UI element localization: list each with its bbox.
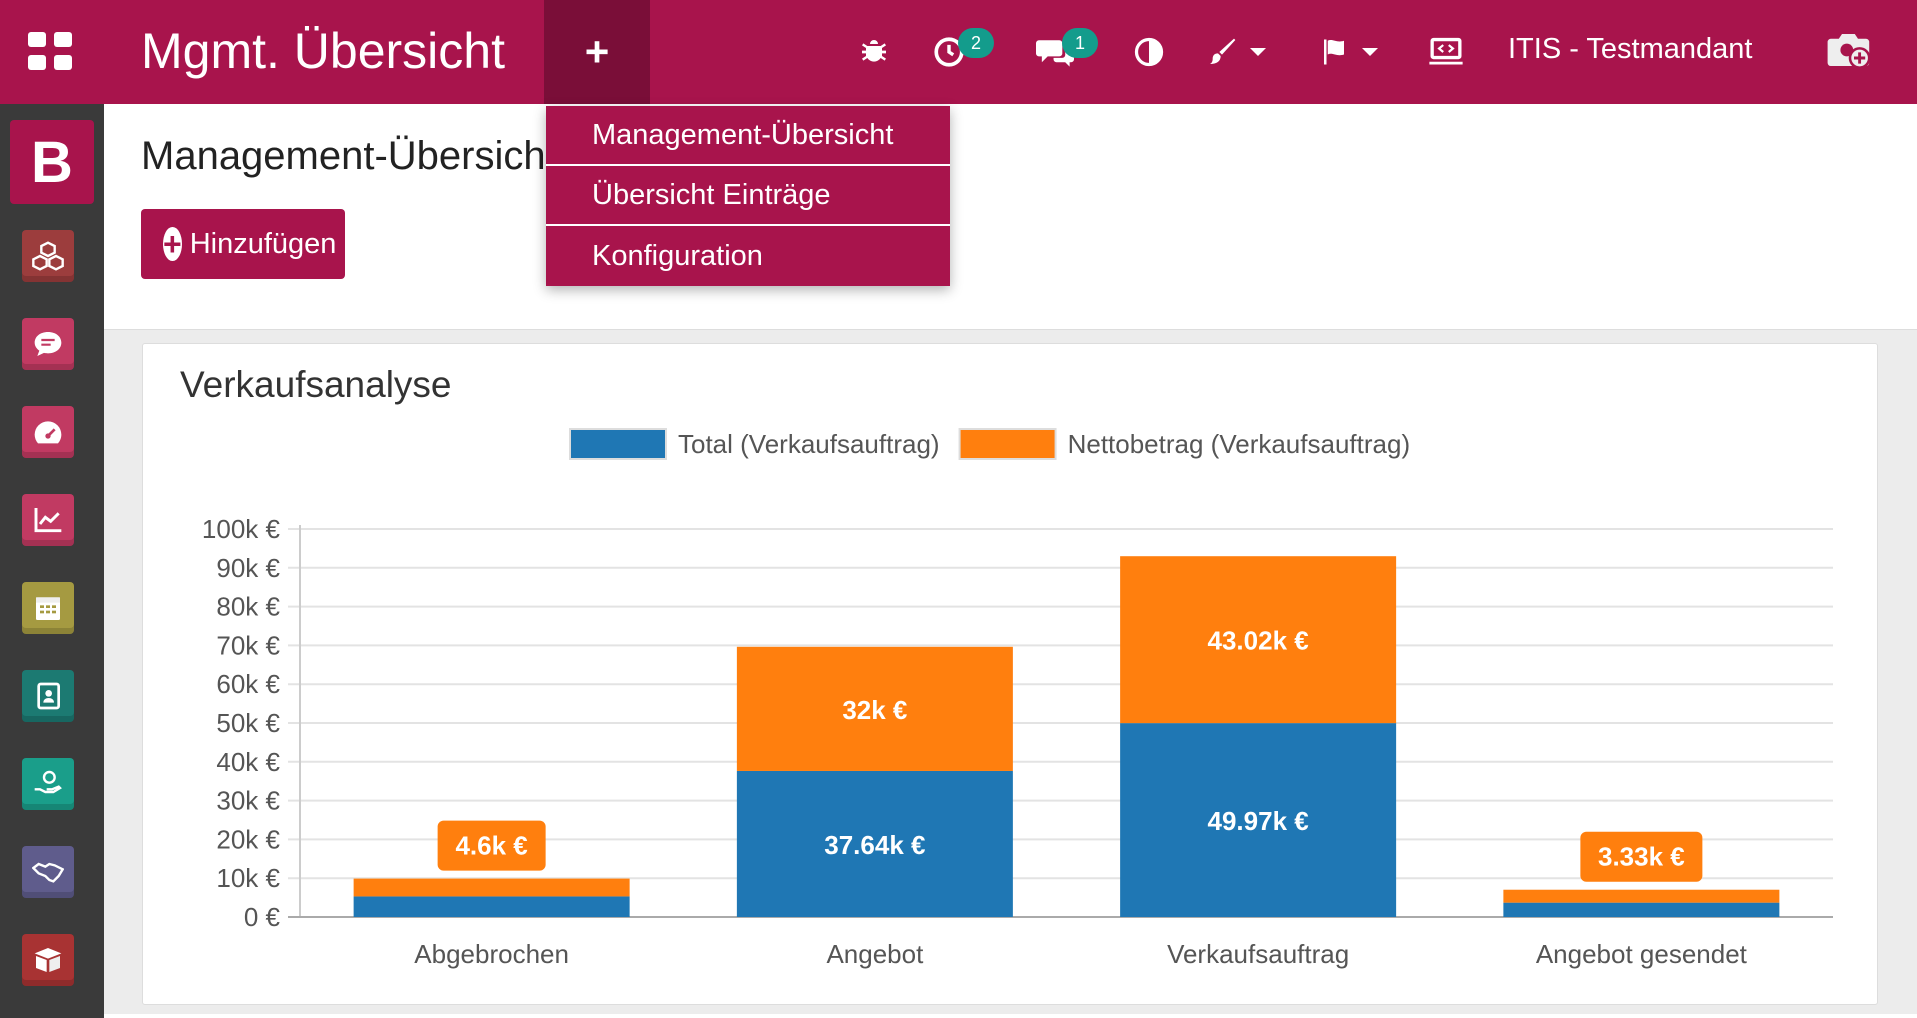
sidebar-app-dashboard[interactable] [22,406,74,458]
menu-item-management-overview[interactable]: Management-Übersicht [546,106,950,166]
sidebar-app-contacts[interactable] [22,670,74,722]
y-tick-label: 80k € [216,592,280,622]
chevron-down-icon [354,240,371,248]
y-tick-label: 20k € [216,824,280,854]
chart-line-icon [34,508,62,533]
quick-create-dropdown: Management-Übersicht Übersicht Einträge … [546,106,950,286]
laptop-code-icon[interactable] [1428,30,1464,74]
data-label: 32k € [842,695,907,725]
message-count-badge: 1 [1062,28,1098,58]
bar [353,896,630,917]
sales-analysis-card: Verkaufsanalyse Total (Verkaufsauftrag) N… [142,343,1878,1005]
add-button-label: Hinzufügen [189,227,337,260]
x-tick-label: Angebot [826,939,924,969]
sidebar-app-calendar[interactable] [22,582,74,634]
sales-analysis-chart: Total (Verkaufsauftrag) Nettobetrag (Verk… [202,428,1833,969]
control-panel: Management-Übersicht + Hinzufügen [104,104,1917,330]
sidebar-app-sales[interactable] [22,758,74,810]
y-tick-label: 60k € [216,669,280,699]
app-title[interactable]: Mgmt. Übersicht [141,23,505,79]
handshake-icon [32,862,64,883]
x-tick-label: Abgebrochen [414,939,569,969]
data-label: 43.02k € [1208,626,1309,656]
x-tick-label: Angebot gesendet [1536,939,1748,969]
next-card-edge [104,1014,1917,1018]
menu-item-configuration[interactable]: Konfiguration [592,239,763,272]
bar [353,878,630,897]
sidebar-app-cubes[interactable] [22,230,74,282]
cubes-icon [32,241,64,271]
bar [1120,723,1397,917]
sidebar-app-discuss[interactable] [22,318,74,370]
app-sidebar: B [0,104,104,1018]
bar [736,646,1013,771]
chat-icon [34,332,62,356]
bar [1503,902,1780,917]
bar [1120,556,1397,724]
sidebar-app-inventory[interactable] [22,934,74,986]
y-tick-label: 50k € [216,708,280,738]
y-tick-label: 40k € [216,747,280,777]
theme-brush-icon[interactable] [1206,30,1266,74]
menu-item-entries-overview[interactable]: Übersicht Einträge [546,166,950,226]
legend-label: Nettobetrag (Verkaufsauftrag) [1068,429,1411,459]
chart-title: Verkaufsanalyse [180,364,452,405]
dashboard-gauge-icon [34,421,62,444]
data-label: 3.33k € [1598,842,1685,872]
box-icon [34,948,62,972]
apps-menu-icon[interactable] [28,32,72,72]
plus-circle-icon: + [163,226,182,262]
contrast-toggle-icon[interactable] [1134,30,1164,74]
page-title: Management-Übersicht [141,134,557,178]
y-tick-label: 10k € [216,863,280,893]
activity-clock-icon[interactable]: 2 [932,28,994,74]
bar [736,770,1013,917]
data-label-badge [437,820,546,871]
language-flag-icon[interactable] [1318,30,1378,74]
add-button[interactable]: + Hinzufügen [141,209,371,279]
brand-logo[interactable]: B [10,120,94,204]
data-label: 37.64k € [824,830,925,860]
activity-count-badge: 2 [958,28,994,58]
data-label: 4.6k € [455,831,527,861]
top-navbar: Mgmt. Übersicht + 2 1 ITIS - Testmandant [0,0,1917,104]
legend-swatch [569,428,667,460]
y-tick-label: 0 € [244,902,281,932]
sidebar-app-reporting[interactable] [22,494,74,546]
legend-label: Total (Verkaufsauftrag) [678,429,940,459]
y-tick-label: 30k € [216,786,280,816]
address-book-icon [37,682,60,710]
calendar-icon [36,597,60,620]
quick-create-button[interactable]: + [544,0,650,104]
y-tick-label: 100k € [202,514,281,544]
camera-add-icon[interactable] [1826,28,1874,72]
legend-swatch [958,428,1057,460]
company-switcher[interactable]: ITIS - Testmandant [1508,33,1753,65]
data-label: 49.97k € [1208,806,1309,836]
y-tick-label: 90k € [216,553,280,583]
hand-coin-icon [34,770,62,794]
x-tick-label: Verkaufsauftrag [1167,939,1349,969]
sidebar-app-crm[interactable] [22,846,74,898]
data-label-badge [1580,831,1703,882]
debug-bug-icon[interactable] [858,30,890,74]
messages-chat-icon[interactable]: 1 [1036,28,1098,74]
bar [1503,889,1780,903]
y-tick-label: 70k € [216,630,280,660]
